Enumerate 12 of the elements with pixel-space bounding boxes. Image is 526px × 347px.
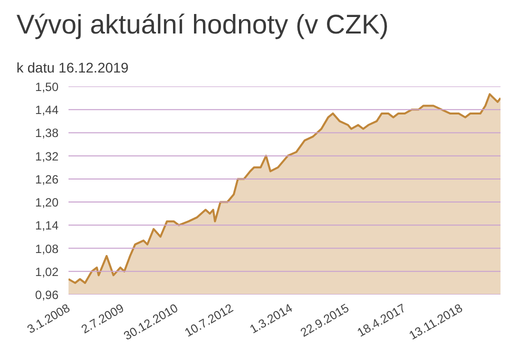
y-tick-label: 1,02 — [35, 264, 59, 279]
y-tick-label: 1,26 — [35, 172, 59, 186]
chart-subtitle: k datu 16.12.2019 — [16, 60, 129, 76]
y-tick-label: 1,44 — [35, 103, 59, 118]
chart-title: Vývoj aktuální hodnoty (v CZK) — [16, 10, 389, 40]
y-tick-label: 1,08 — [35, 242, 59, 256]
y-tick-label: 1,20 — [35, 196, 59, 210]
y-tick-label: 0,96 — [35, 288, 59, 302]
y-tick-label: 1,38 — [35, 126, 59, 140]
y-tick-label: 1,14 — [35, 218, 59, 233]
y-tick-label: 1,32 — [35, 149, 59, 164]
y-tick-label: 1,50 — [35, 80, 59, 94]
